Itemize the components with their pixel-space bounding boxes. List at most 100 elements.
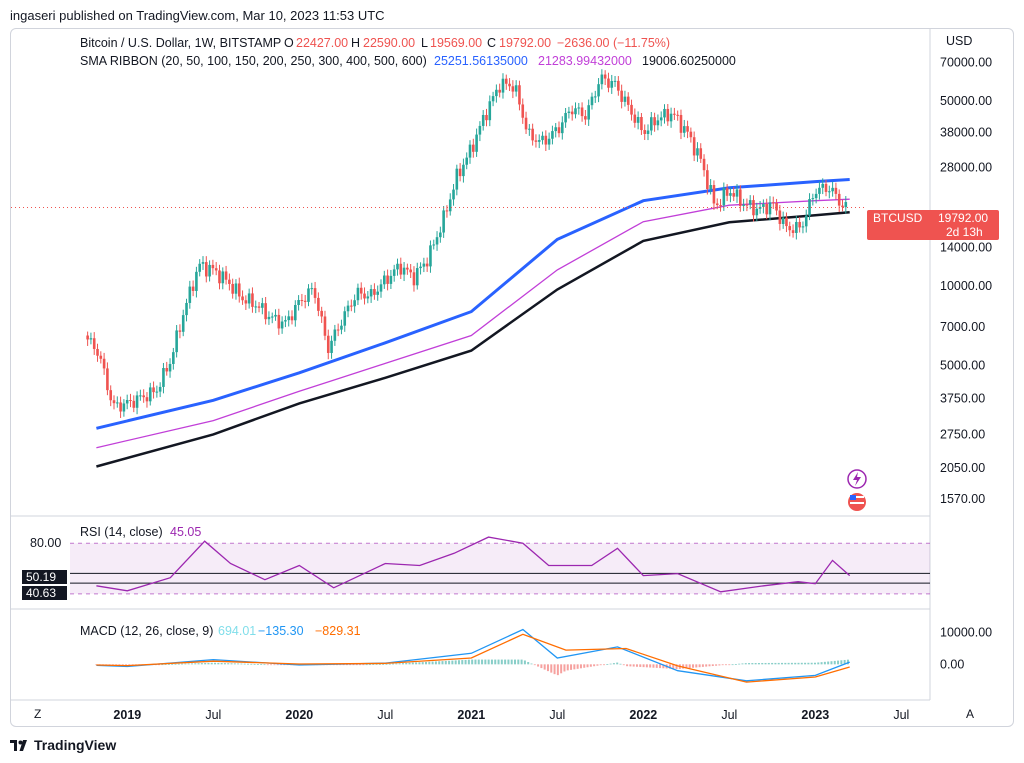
- candle-body: [317, 297, 320, 311]
- macd-pane[interactable]: [95, 628, 850, 683]
- rsi-label[interactable]: RSI (14, close): [80, 525, 163, 539]
- candle-body: [603, 74, 607, 79]
- macd-histogram-bar: [187, 663, 190, 665]
- candle-body: [544, 135, 548, 145]
- macd-histogram-bar: [560, 664, 563, 674]
- candle-body: [692, 137, 696, 156]
- bar-countdown: 2d 13h: [946, 225, 983, 239]
- macd-histogram-bar: [398, 663, 401, 665]
- candle-body: [369, 289, 373, 297]
- candle-body: [617, 80, 620, 91]
- candle-body: [781, 217, 785, 224]
- candle-body: [277, 314, 281, 329]
- candle-body: [353, 300, 356, 307]
- candle-body: [504, 78, 508, 84]
- candle-body: [313, 288, 317, 298]
- macd-histogram-bar: [813, 662, 816, 665]
- macd-histogram-bar: [523, 660, 526, 665]
- macd-histogram-bar: [810, 662, 813, 665]
- candle-body: [155, 391, 159, 393]
- price-tick-label: 7000.00: [940, 320, 985, 334]
- macd-label[interactable]: MACD (12, 26, close, 9): [80, 624, 213, 638]
- sma-line-1: [96, 178, 850, 430]
- candle-body: [798, 221, 801, 228]
- candle-body: [458, 168, 462, 177]
- auto-scale-button[interactable]: A: [966, 707, 974, 721]
- candle-body: [696, 148, 699, 156]
- candle-body: [204, 262, 208, 277]
- candle-body: [241, 296, 244, 301]
- macd-histogram-bar: [695, 664, 698, 668]
- macd-histogram-bar: [181, 663, 184, 665]
- candle-body: [633, 114, 637, 123]
- macd-histogram-bar: [728, 664, 731, 666]
- macd-histogram-bar: [237, 663, 240, 665]
- candle-body: [214, 268, 218, 271]
- candle-body: [185, 302, 188, 316]
- candle-body: [432, 244, 436, 246]
- macd-histogram-bar: [718, 664, 721, 666]
- macd-histogram-bar: [576, 664, 579, 669]
- candle-body: [630, 104, 633, 115]
- macd-histogram-bar: [781, 662, 784, 665]
- candle-body: [129, 400, 132, 402]
- symbol-title[interactable]: Bitcoin / U.S. Dollar, 1W, BITSTAMP: [80, 36, 281, 50]
- macd-histogram-bar: [761, 662, 764, 665]
- ohlc-values: O 22427.00 H 22590.00 L 19569.00 C 19792…: [284, 36, 670, 50]
- candle-body: [425, 263, 429, 267]
- macd-histogram-bar: [546, 664, 549, 672]
- candle-body: [251, 293, 254, 307]
- macd-histogram-bar: [589, 664, 592, 667]
- candle-body: [791, 230, 795, 233]
- macd-histogram-bar: [125, 664, 128, 666]
- candle-body: [109, 390, 113, 401]
- macd-histogram-bar: [240, 663, 243, 665]
- macd-histogram-bar: [632, 664, 635, 667]
- macd-histogram-bar: [724, 664, 727, 666]
- high-value: 22590.00: [363, 36, 415, 50]
- candle-body: [600, 74, 604, 85]
- macd-histogram-bar: [645, 664, 648, 668]
- price-pane[interactable]: [11, 69, 866, 468]
- macd-histogram-bar: [794, 662, 797, 665]
- rsi-pane[interactable]: [70, 536, 930, 595]
- price-tick-label: 5000.00: [940, 359, 985, 373]
- macd-hist-value: 694.01: [218, 624, 256, 638]
- macd-histogram-bar: [540, 664, 543, 669]
- candle-body: [396, 263, 399, 270]
- macd-histogram-bar: [596, 664, 599, 666]
- macd-histogram-bar: [612, 663, 615, 665]
- macd-histogram-bar: [510, 659, 513, 665]
- candle-body: [373, 289, 376, 295]
- candle-body: [221, 271, 225, 284]
- macd-histogram-bar: [823, 661, 826, 665]
- chart-frame: [10, 28, 1014, 727]
- macd-histogram-bar: [708, 664, 711, 667]
- candle-body: [557, 127, 561, 134]
- macd-histogram-bar: [194, 663, 197, 665]
- zoom-button[interactable]: Z: [34, 707, 41, 721]
- candle-body: [719, 205, 722, 207]
- candle-body: [448, 199, 452, 212]
- candle-body: [320, 310, 323, 317]
- candle-body: [330, 340, 333, 353]
- sma-ribbon-label[interactable]: SMA RIBBON (20, 50, 100, 150, 200, 250, …: [80, 54, 427, 68]
- macd-histogram-bar: [474, 659, 477, 665]
- candle-body: [831, 187, 834, 192]
- macd-histogram-bar: [421, 662, 424, 665]
- macd-histogram-bar: [279, 664, 282, 666]
- macd-histogram-bar: [128, 664, 131, 666]
- macd-histogram-bar: [784, 662, 787, 665]
- macd-histogram-bar: [283, 664, 286, 666]
- macd-histogram-bar: [701, 664, 704, 667]
- candle-body: [501, 78, 505, 93]
- macd-histogram-bar: [629, 664, 632, 667]
- macd-histogram-bar: [771, 662, 774, 665]
- footer-brand: TradingView: [10, 737, 116, 753]
- candle-body: [323, 316, 327, 336]
- macd-histogram-bar: [95, 664, 98, 666]
- macd-histogram-bar: [741, 663, 744, 665]
- candle-body: [758, 206, 762, 209]
- candle-body: [208, 264, 211, 277]
